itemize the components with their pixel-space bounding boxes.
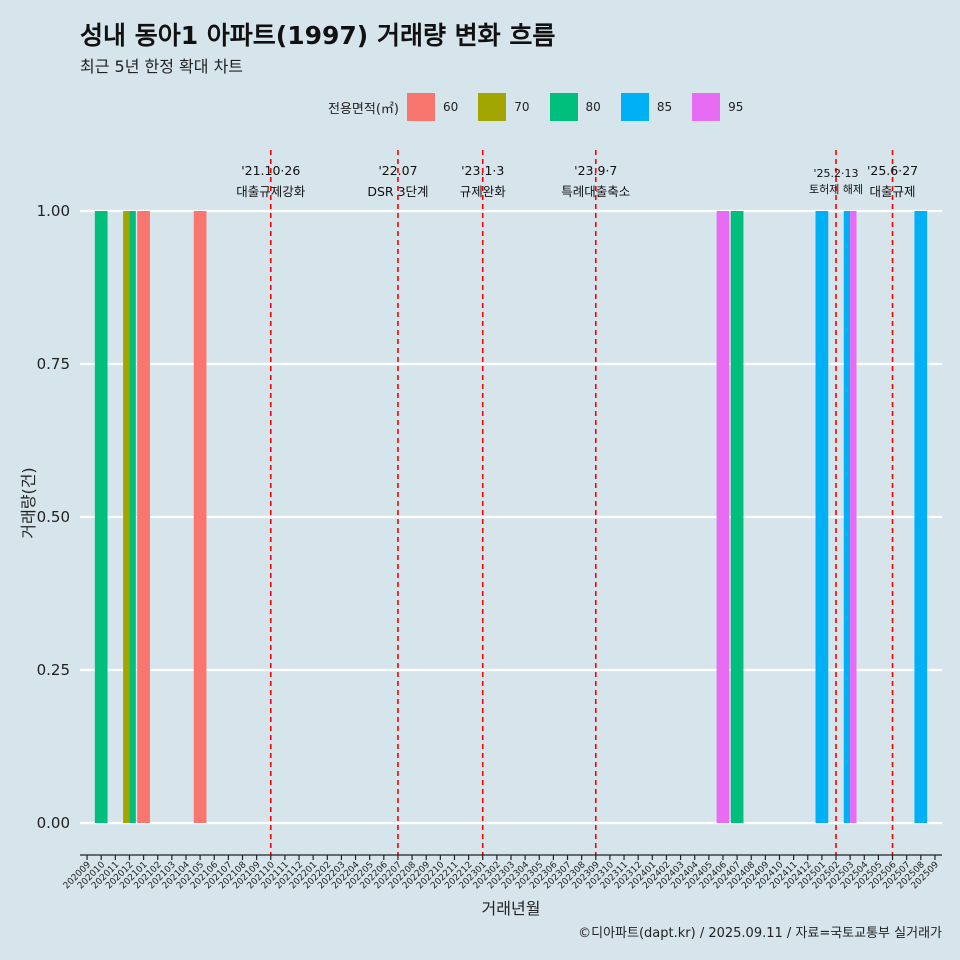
y-axis-title: 거래량(건) bbox=[19, 467, 38, 538]
legend-item-85: 85 bbox=[620, 93, 688, 121]
legend-key-60 bbox=[406, 93, 435, 121]
legend-label-95: 95 bbox=[728, 100, 744, 114]
legend-item-80: 80 bbox=[549, 93, 617, 121]
bar-202012-70 bbox=[123, 211, 130, 823]
legend-label-60: 60 bbox=[442, 100, 459, 114]
bar-202012-80 bbox=[129, 211, 136, 823]
legend-label-85: 85 bbox=[656, 100, 673, 114]
event-desc-label: 특례대출축소 bbox=[561, 184, 630, 199]
legend-label-70: 70 bbox=[514, 100, 530, 114]
x-axis-title: 거래년월 bbox=[482, 899, 541, 918]
bar-202503-95 bbox=[850, 211, 857, 823]
y-tick-label: 0.25 bbox=[37, 661, 70, 679]
y-tick-label: 0.50 bbox=[37, 508, 70, 526]
legend-title: 전용면적(㎡) bbox=[328, 101, 399, 117]
event-date-label: '23.9·7 bbox=[574, 163, 617, 178]
bar-202501-85 bbox=[815, 211, 829, 823]
legend-key-85 bbox=[620, 93, 649, 121]
event-date-label: '25.2·13 bbox=[814, 167, 859, 180]
event-date-label: '22.07 bbox=[378, 163, 417, 178]
legend-label-80: 80 bbox=[585, 100, 601, 114]
y-tick-label: 0.00 bbox=[37, 814, 70, 832]
chart-title: 성내 동아1 아파트(1997) 거래량 변화 흐름 bbox=[80, 21, 556, 50]
event-desc-label: 토허제 해제 bbox=[809, 182, 863, 196]
source-caption: ©디아파트(dapt.kr) / 2025.09.11 / 자료=국토교통부 실… bbox=[578, 926, 942, 941]
event-desc-label: 대출규제 bbox=[870, 184, 916, 199]
bar-202101-60 bbox=[137, 211, 150, 823]
event-desc-label: 대출규제강화 bbox=[236, 184, 306, 199]
bar-202105-60 bbox=[193, 211, 207, 823]
legend-key-80 bbox=[549, 93, 578, 121]
event-date-label: '23.1·3 bbox=[461, 163, 504, 178]
event-desc-label: 규제완화 bbox=[460, 184, 507, 199]
legend-key-70 bbox=[478, 93, 507, 121]
event-date-label: '21.10·26 bbox=[241, 163, 300, 178]
bar-202406-95 bbox=[716, 211, 730, 823]
bar-202407-80 bbox=[730, 211, 744, 823]
bar-202503-85 bbox=[843, 211, 851, 823]
bar-202010-80 bbox=[94, 211, 108, 823]
event-desc-label: DSR 3단계 bbox=[367, 184, 428, 199]
legend-item-95: 95 bbox=[692, 93, 759, 121]
y-tick-label: 1.00 bbox=[37, 202, 70, 220]
legend-item-60: 60 bbox=[406, 93, 474, 121]
legend-item-70: 70 bbox=[478, 93, 545, 121]
bar-202508-85 bbox=[914, 211, 928, 823]
y-tick-label: 0.75 bbox=[37, 355, 70, 373]
event-date-label: '25.6·27 bbox=[867, 163, 918, 178]
legend-key-95 bbox=[692, 93, 721, 121]
legend: 전용면적(㎡) 60 70 80 85 95 bbox=[328, 92, 763, 122]
chart-subtitle: 최근 5년 한정 확대 차트 bbox=[80, 57, 244, 76]
